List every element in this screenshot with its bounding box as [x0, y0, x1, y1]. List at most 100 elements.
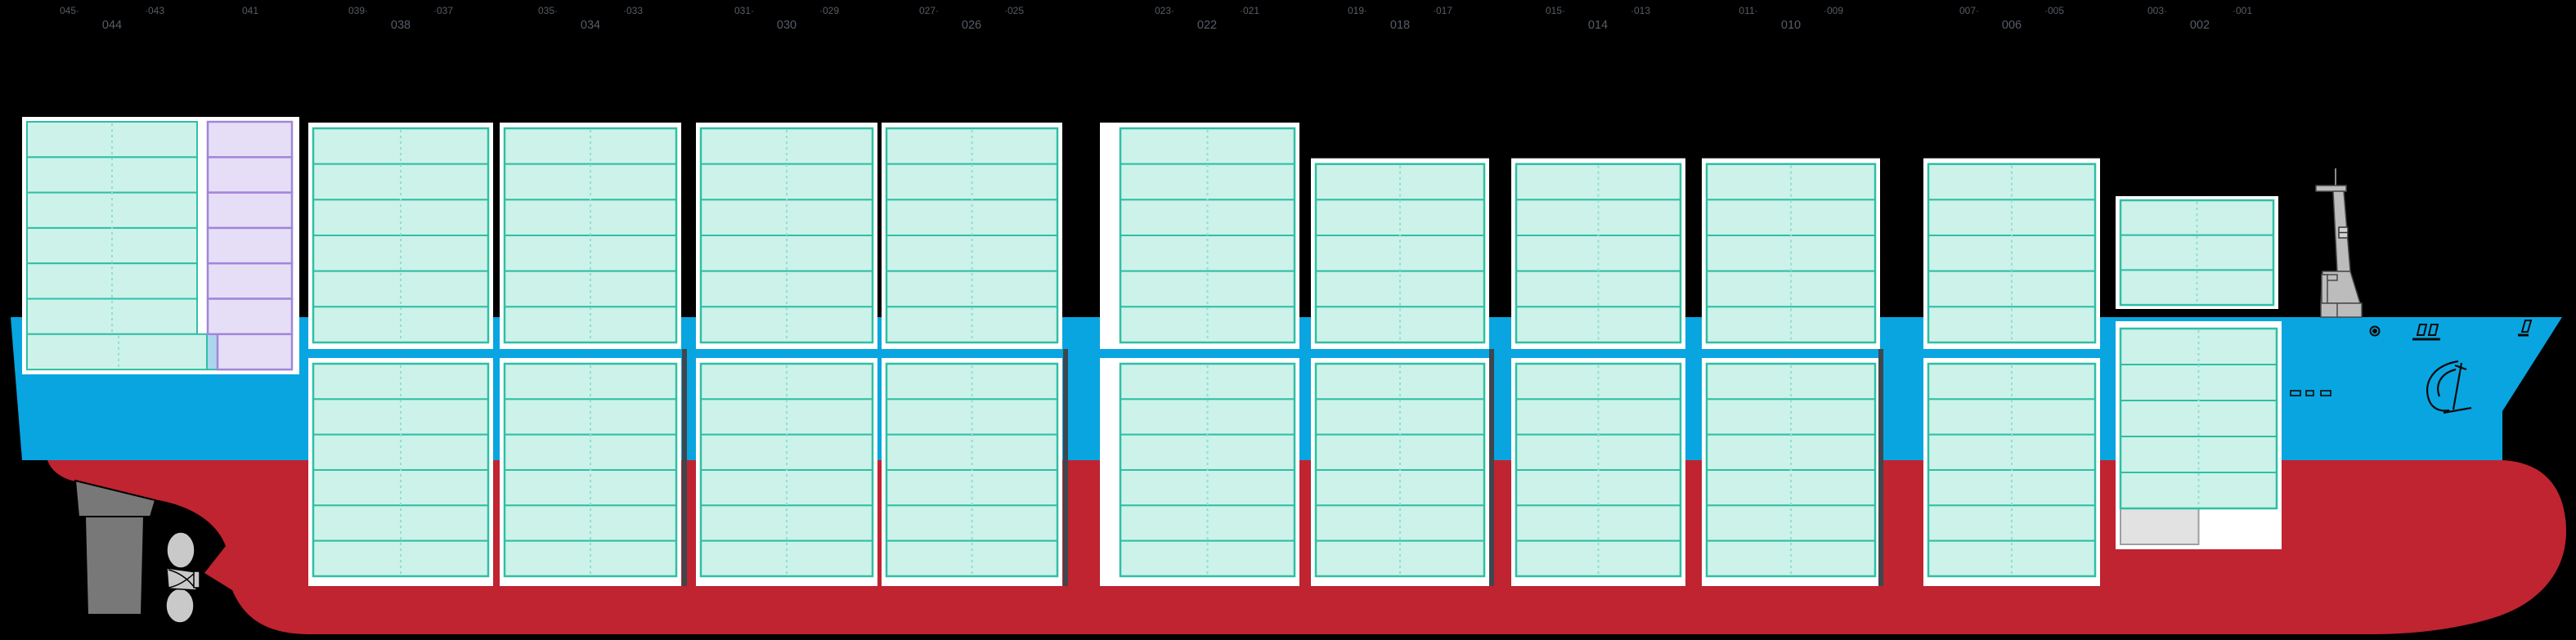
container-cell-row [1120, 270, 1295, 308]
bay-022-upper-stack [1119, 127, 1296, 344]
container-cell-row [1928, 163, 2096, 201]
stack-outline [1515, 362, 1682, 578]
bay-030 [696, 122, 877, 586]
bay-label-001: ·001 [2233, 5, 2252, 16]
propeller-blade [166, 531, 195, 569]
bay-label-009: ·009 [1824, 5, 1843, 16]
fairlead-icon [2372, 329, 2377, 333]
stack-outline [2119, 199, 2275, 307]
container-cell-row [504, 539, 677, 577]
container-cell-row [1515, 504, 1681, 542]
foremast-base-block [2320, 302, 2363, 318]
bulkhead-line [1063, 349, 1068, 586]
bay-label-030: 030 [777, 19, 797, 32]
bay-034-lower-stack [503, 362, 678, 578]
bulkhead-line [682, 349, 687, 586]
bulkhead-line [1489, 349, 1494, 586]
bow-details [2290, 320, 2533, 414]
stack-outline [2119, 327, 2278, 510]
container-cell-row [886, 234, 1058, 272]
container-cell-row [886, 270, 1058, 308]
container-cell-row [1706, 363, 1876, 401]
bay-002-upper-stack [2119, 199, 2275, 307]
propeller-hub-cap [193, 571, 200, 589]
stack-outline [1119, 127, 1296, 344]
container-cell-row [700, 363, 873, 401]
bow-window [2416, 324, 2428, 336]
container-cell-row [312, 234, 489, 272]
bay-034 [500, 122, 681, 586]
container-cell-row [504, 270, 677, 308]
bow-window [2427, 324, 2439, 336]
bay-014-upper-stack [1515, 163, 1682, 344]
bay-label-026: 026 [962, 19, 981, 32]
hold-bulkhead-lines [682, 349, 1883, 586]
bay-label-041: 041 [242, 5, 258, 16]
container-cell-row [26, 121, 198, 159]
stern-block-bay-044 [22, 117, 299, 374]
bay-label-014: 014 [1588, 19, 1608, 32]
container-cell-row [1120, 234, 1295, 272]
propeller-hub [168, 569, 195, 589]
bay-006 [1923, 158, 2100, 586]
propeller-hub [166, 567, 197, 591]
container-cell-row [1315, 306, 1485, 343]
bay-002-lower-stack [2119, 327, 2278, 545]
container-cell-row [26, 298, 198, 335]
stack-outline [503, 362, 678, 578]
container-cell-row [1928, 306, 2096, 343]
container-cell-row [700, 270, 873, 308]
bay-label-034: 034 [581, 19, 600, 32]
bow-flag-icon [2520, 320, 2533, 333]
container-cell-row [886, 539, 1058, 577]
bay-026-upper-stack [885, 127, 1059, 344]
purple-cell-row-bay-041 [206, 226, 294, 265]
bay-022 [1100, 122, 1299, 586]
bay-030-upper-stack [699, 127, 874, 344]
rudder [74, 479, 157, 517]
container-cell-row [886, 363, 1058, 401]
container-cell-row [2120, 199, 2274, 236]
stern-wide-bottom-row [26, 333, 208, 371]
container-cell-row [26, 262, 198, 300]
purple-cell-row-bay-041 [206, 262, 294, 300]
stern-gear [74, 479, 200, 624]
stack-outline [699, 362, 874, 578]
container-cell-row [1120, 398, 1295, 436]
bay-038 [308, 122, 493, 586]
bay-label-029: ·029 [819, 5, 839, 16]
bay-label-023: 023· [1155, 5, 1174, 16]
bay-034-upper-stack [503, 127, 678, 344]
bay-label-045: 045· [60, 5, 79, 16]
foremast-crossbar [2315, 185, 2347, 192]
container-cell-row [1928, 539, 2096, 577]
stern-blue-cell [206, 333, 218, 371]
fairlead-icon [2369, 325, 2381, 337]
stack-outline [312, 127, 490, 344]
container-cell-row [504, 504, 677, 542]
container-cell-row [1928, 363, 2096, 401]
bay-label-003: 003· [2147, 5, 2167, 16]
bay-label-013: ·013 [1631, 5, 1650, 16]
bay-label-044: 044 [102, 19, 122, 32]
container-cell-row [312, 270, 489, 308]
container-cell-row [1315, 363, 1485, 401]
foremast [2315, 168, 2363, 318]
container-cell-row [1928, 504, 2096, 542]
stack-outline [1119, 362, 1296, 578]
bay-030-lower-stack [699, 362, 874, 578]
container-bays [22, 117, 2282, 586]
bay-026 [882, 122, 1062, 586]
container-cell-row [1515, 306, 1681, 343]
bay-label-005: ·005 [2044, 5, 2064, 16]
purple-cell-row-bay-041 [206, 191, 294, 230]
stack-outline [1705, 163, 1877, 344]
container-cell-row [1515, 363, 1681, 401]
container-cell-row [1706, 539, 1876, 577]
foremast-pipe [2321, 274, 2328, 304]
bulkhead-line [1878, 349, 1883, 586]
container-cell-row [1706, 504, 1876, 542]
bow-block-bay-002 [2116, 196, 2282, 549]
container-cell-row [2120, 436, 2278, 473]
